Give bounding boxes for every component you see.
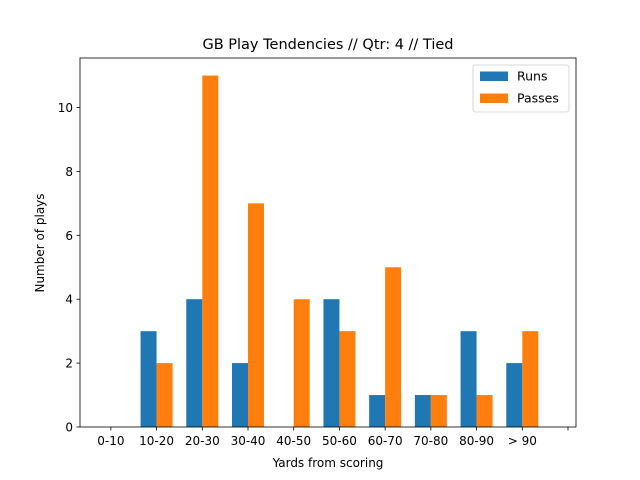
legend-label-runs: Runs [517,69,547,84]
bar-passes-2 [202,75,219,428]
x-tick-label: 10-20 [139,434,174,448]
bar-runs-3 [232,363,248,427]
x-tick-label: 80-90 [459,434,494,448]
legend-swatch-runs [480,71,508,81]
y-tick-label: 10 [58,101,73,115]
bar-runs-7 [414,395,431,427]
bar-passes-4 [293,299,310,427]
x-axis-label: Yards from scoring [272,456,384,470]
y-tick-label: 8 [65,165,73,179]
bar-passes-9 [522,331,539,427]
x-tick-label: 20-30 [185,434,220,448]
bar-passes-7 [430,395,447,427]
bar-passes-5 [339,331,356,427]
x-tick-label: 70-80 [413,434,448,448]
y-tick-label: 2 [65,357,73,371]
plot-frame [79,57,577,428]
y-tick-label: 4 [65,293,73,307]
x-tick-label: 60-70 [368,434,403,448]
chart-title: GB Play Tendencies // Qtr: 4 // Tied [202,37,453,53]
bar-runs-1 [140,331,157,427]
bar-runs-5 [323,299,340,427]
bar-runs-9 [506,363,523,427]
axes-layer: 0-10 10-20 20-30 30-40 40-50 50-60 60-70 70-80 8… [58,57,577,448]
y-tick-label: 6 [65,229,73,243]
bar-passes-3 [248,203,264,427]
y-tick-label: 0 [65,421,73,435]
bar-runs-8 [460,331,477,427]
bar-passes-1 [156,363,173,427]
x-tick-label: 50-60 [322,434,357,448]
x-tick-label: > 90 [508,434,537,448]
legend-swatch-passes [480,93,508,103]
x-tick-label: 0-10 [97,434,124,448]
x-tick-label: 40-50 [276,434,311,448]
bar-passes-6 [385,267,402,427]
legend-label-passes: Passes [517,91,559,106]
legend: Runs Passes [472,64,570,113]
y-axis-label: Number of plays [33,193,47,292]
bar-runs-6 [369,395,386,427]
x-tick-label: 30-40 [231,434,266,448]
bars-layer [140,75,539,428]
bar-passes-8 [476,395,493,427]
bar-runs-2 [186,299,203,427]
